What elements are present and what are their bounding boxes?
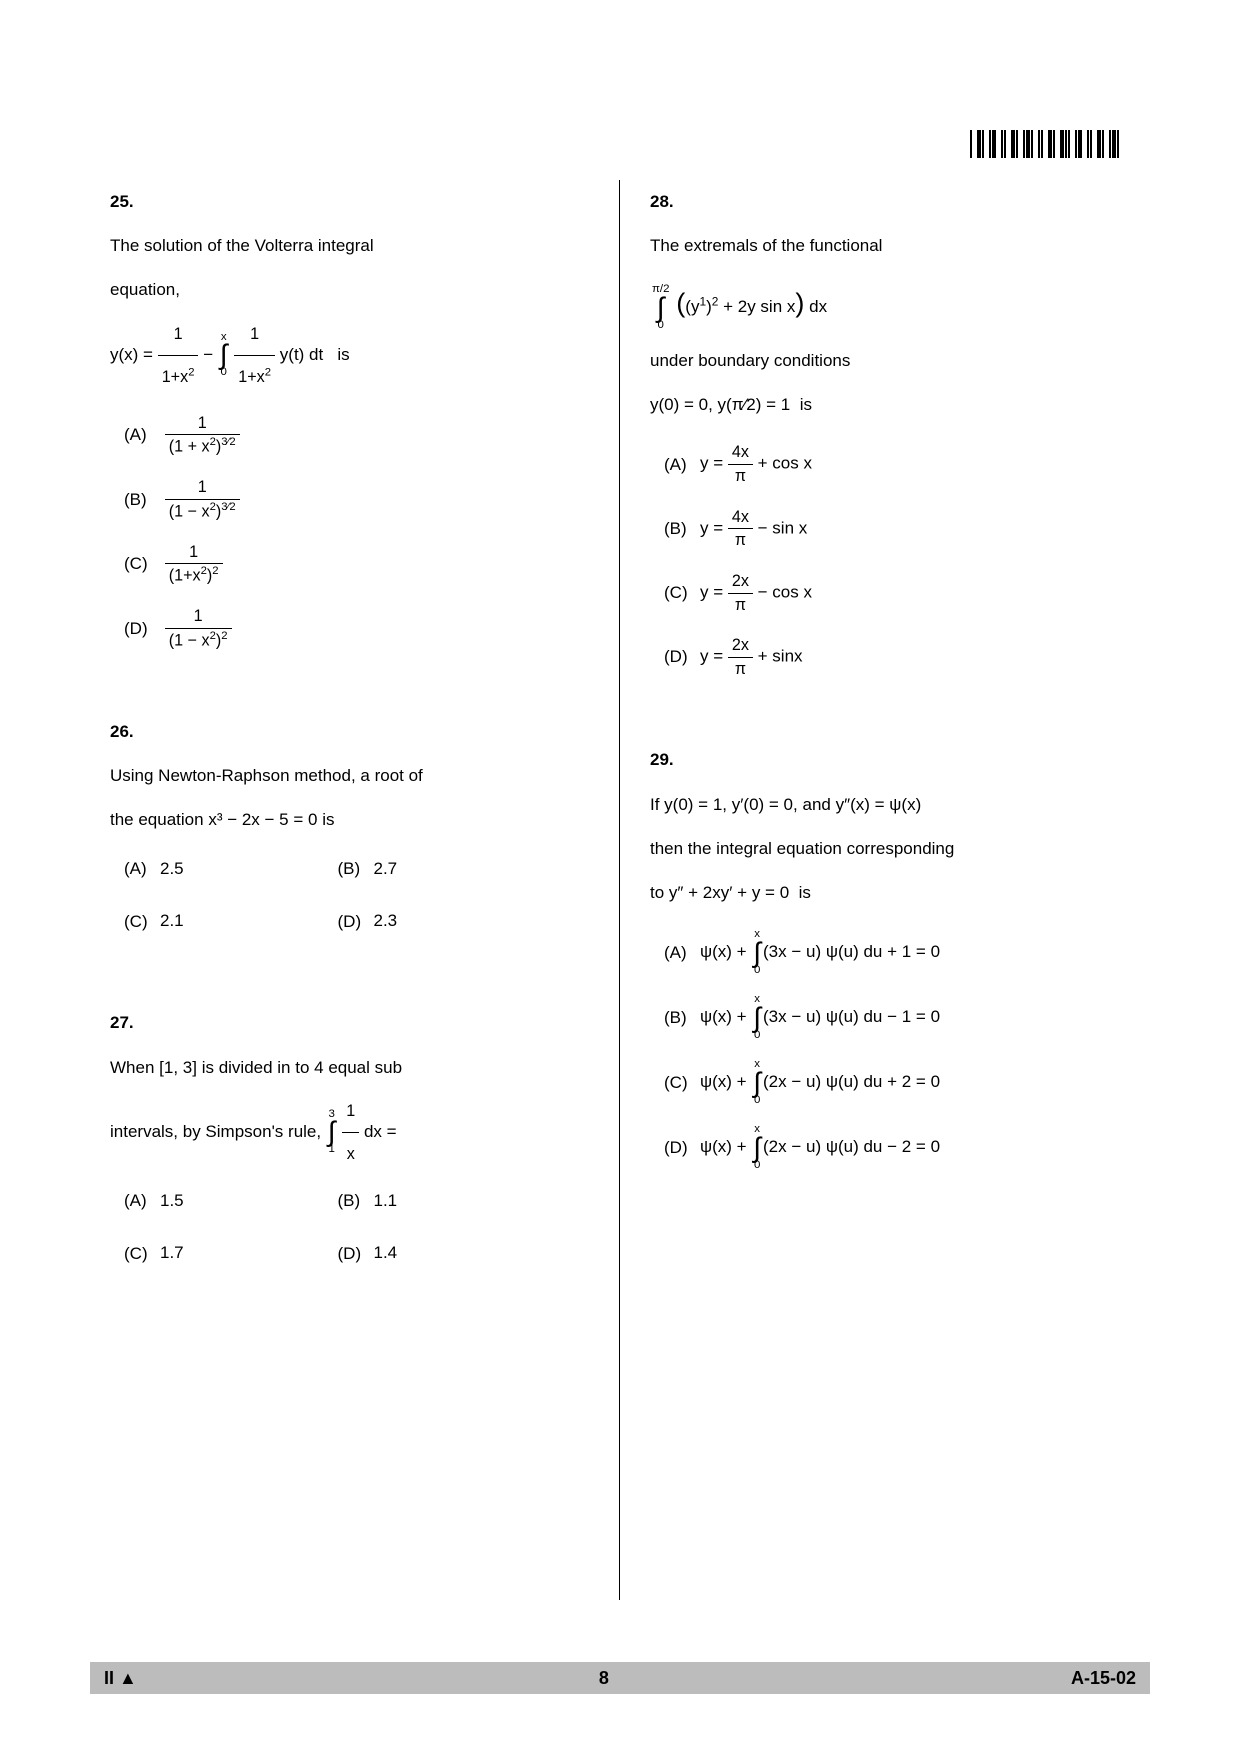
q26-opt-c: (C)2.1 <box>124 909 338 933</box>
q27-line2: intervals, by Simpson's rule, 3∫1 1x dx … <box>110 1122 397 1141</box>
question-27: 27. When [1, 3] is divided in to 4 equal… <box>110 1001 589 1293</box>
exam-page: 25. The solution of the Volterra integra… <box>0 0 1240 1754</box>
footer-right: A-15-02 <box>1071 1668 1136 1689</box>
column-left: 25. The solution of the Volterra integra… <box>90 180 620 1600</box>
q28-line2: under boundary conditions <box>650 351 850 370</box>
question-29: 29. If y(0) = 1, y′(0) = 0, and y″(x) = … <box>650 738 1130 1189</box>
q28-line1: The extremals of the functional <box>650 236 882 255</box>
q29-opt-a: (A)ψ(x) + x∫0(3x − u) ψ(u) du + 1 = 0 <box>664 929 1092 976</box>
q27-opt-b: (B)1.1 <box>338 1189 552 1213</box>
q26-number: 26. <box>110 710 144 754</box>
q27-options: (A)1.5 (B)1.1 (C)1.7 (D)1.4 <box>110 1189 551 1294</box>
q29-opt-b: (B)ψ(x) + x∫0(3x − u) ψ(u) du − 1 = 0 <box>664 994 1092 1041</box>
q25-opt-d: (D) 1(1 − x2)2 <box>124 605 551 652</box>
q25-body: The solution of the Volterra integral eq… <box>110 224 551 670</box>
q27-opt-a: (A)1.5 <box>124 1189 338 1213</box>
q25-number: 25. <box>110 180 144 224</box>
q27-opt-d: (D)1.4 <box>338 1241 552 1265</box>
barcode <box>970 130 1150 158</box>
q29-opt-d: (D)ψ(x) + x∫0(2x − u) ψ(u) du − 2 = 0 <box>664 1124 1092 1171</box>
q25-line2: equation, <box>110 280 180 299</box>
q28-number: 28. <box>650 180 684 224</box>
q26-options: (A)2.5 (B)2.7 (C)2.1 (D)2.3 <box>110 857 551 962</box>
q25-opt-a: (A) 1(1 + x2)3⁄2 <box>124 412 551 459</box>
column-right: 28. The extremals of the functional π/2∫… <box>620 180 1150 1600</box>
q25-options: (A) 1(1 + x2)3⁄2 (B) 1(1 − x2)3⁄2 (C) 1(… <box>110 412 551 652</box>
q27-line1: When [1, 3] is divided in to 4 equal sub <box>110 1058 402 1077</box>
q29-line3: to y″ + 2xy′ + y = 0 is <box>650 883 811 902</box>
q25-suffix: is <box>337 345 349 364</box>
q28-opt-c: (C)y = 2xπ − cos x <box>664 570 1092 616</box>
footer-center: 8 <box>599 1668 609 1689</box>
q28-bc: y(0) = 0, y(π⁄2) = 1 is <box>650 395 812 414</box>
q26-opt-b: (B)2.7 <box>338 857 552 881</box>
footer-left: II ▲ <box>104 1668 137 1689</box>
q25-equation: y(x) = 11+x2 − x∫0 11+x2 y(t) dt <box>110 345 337 364</box>
content-columns: 25. The solution of the Volterra integra… <box>90 180 1150 1600</box>
q29-line2: then the integral equation corresponding <box>650 839 954 858</box>
q27-number: 27. <box>110 1001 144 1045</box>
q25-line1: The solution of the Volterra integral <box>110 236 374 255</box>
page-footer: II ▲ 8 A-15-02 <box>90 1662 1150 1694</box>
question-28: 28. The extremals of the functional π/2∫… <box>650 180 1130 698</box>
q28-functional: π/2∫0 ((y1)2 + 2y sin x) dx <box>650 297 827 316</box>
q25-opt-c: (C) 1(1+x2)2 <box>124 541 551 588</box>
q26-line2: the equation x³ − 2x − 5 = 0 is <box>110 810 334 829</box>
q29-body: If y(0) = 1, y′(0) = 0, and y″(x) = ψ(x)… <box>650 783 1092 1190</box>
q27-opt-c: (C)1.7 <box>124 1241 338 1265</box>
q26-opt-d: (D)2.3 <box>338 909 552 933</box>
question-25: 25. The solution of the Volterra integra… <box>110 180 589 670</box>
q25-opt-b: (B) 1(1 − x2)3⁄2 <box>124 476 551 523</box>
q26-opt-a: (A)2.5 <box>124 857 338 881</box>
q26-body: Using Newton-Raphson method, a root of t… <box>110 754 551 961</box>
q28-body: The extremals of the functional π/2∫0 ((… <box>650 224 1092 698</box>
q27-body: When [1, 3] is divided in to 4 equal sub… <box>110 1046 551 1294</box>
q29-options: (A)ψ(x) + x∫0(3x − u) ψ(u) du + 1 = 0 (B… <box>650 929 1092 1171</box>
q29-opt-c: (C)ψ(x) + x∫0(2x − u) ψ(u) du + 2 = 0 <box>664 1059 1092 1106</box>
q28-options: (A)y = 4xπ + cos x (B)y = 4xπ − sin x (C… <box>650 441 1092 680</box>
q28-opt-d: (D)y = 2xπ + sinx <box>664 634 1092 680</box>
q29-line1: If y(0) = 1, y′(0) = 0, and y″(x) = ψ(x) <box>650 795 921 814</box>
question-26: 26. Using Newton-Raphson method, a root … <box>110 710 589 961</box>
q28-opt-b: (B)y = 4xπ − sin x <box>664 506 1092 552</box>
q26-line1: Using Newton-Raphson method, a root of <box>110 766 423 785</box>
q28-opt-a: (A)y = 4xπ + cos x <box>664 441 1092 487</box>
q29-number: 29. <box>650 738 684 782</box>
